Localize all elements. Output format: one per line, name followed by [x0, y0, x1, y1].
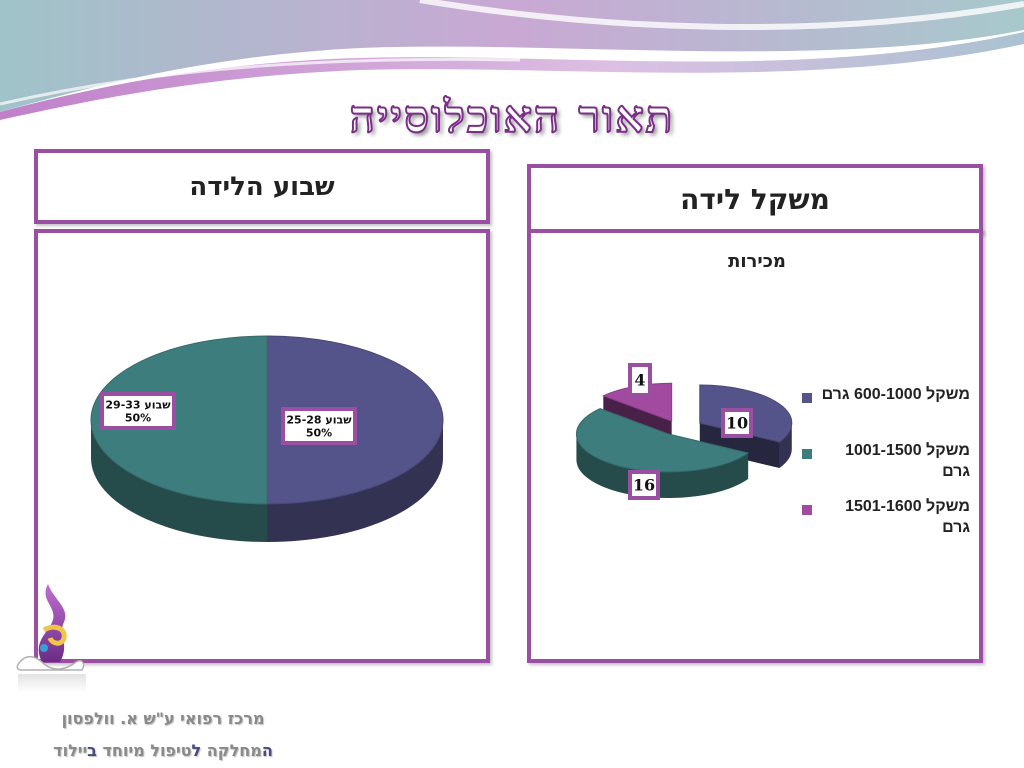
- legend-item: משקל 1501-1600 גרם: [802, 496, 982, 552]
- legend-item: משקל 1001-1500 גרם: [802, 440, 982, 496]
- pie-slice-side: [91, 420, 267, 542]
- pie-slice: [575, 408, 750, 473]
- data-label-box: [100, 392, 176, 430]
- legend-swatch: [802, 393, 812, 403]
- data-label-text: 50%: [306, 426, 332, 439]
- pie-data-label: 16: [628, 470, 660, 500]
- birth-weight-pie-chart: מכירות 10 16 4: [575, 251, 793, 500]
- footer-word: טיפול מיוחד: [96, 741, 192, 760]
- right-panel-header-text: משקל לידה: [680, 182, 830, 216]
- header-swoosh-decoration: [0, 0, 1024, 120]
- slide-title: תאור האוכלוסייה: [349, 91, 675, 144]
- footer-letter: ב: [87, 741, 97, 760]
- data-label-box: [628, 363, 652, 397]
- left-panel-header-text: שבוע הלידה: [189, 171, 335, 202]
- footer-line-1: מרכז רפואי ע"ש א. וולפסון: [61, 709, 265, 728]
- footer-word: יילוד: [53, 741, 88, 760]
- legend-swatch: [802, 449, 812, 459]
- data-label-text: שבוע 29-33: [105, 398, 171, 411]
- pie-slice: [90, 335, 268, 505]
- footer-letter: ה: [261, 741, 273, 760]
- data-label-text: 50%: [125, 411, 151, 424]
- legend-item: משקל 600-1000 גרם: [802, 384, 982, 440]
- pie-data-label: 4: [628, 363, 652, 397]
- pie-slice-side: [699, 423, 780, 469]
- chart-title: מכירות: [728, 251, 786, 272]
- data-label-box: [721, 408, 753, 438]
- pie-slice-side: [779, 423, 792, 469]
- pie-slice-side: [576, 434, 749, 499]
- footer-line-2: המחלקה לטיפול מיוחד ביילוד: [28, 741, 298, 760]
- left-panel-chart-area: שבוע 25-28 50% שבוע 29-33 50%: [34, 229, 490, 663]
- footer-letter: ל: [191, 741, 202, 760]
- right-panel-header: משקל לידה: [527, 164, 983, 234]
- legend-swatch: [802, 505, 812, 515]
- data-label-box: [281, 407, 357, 445]
- pie-data-label: 10: [721, 408, 753, 438]
- left-panel-header: שבוע הלידה: [34, 149, 490, 224]
- legend-label: משקל 1001-1500 גרם: [845, 442, 970, 480]
- pie-slice-side: [267, 420, 443, 542]
- data-label-text: 16: [633, 476, 655, 495]
- data-label-text: 10: [726, 414, 748, 433]
- legend-label: משקל 600-1000 גרם: [821, 386, 970, 403]
- data-label-box: [628, 470, 660, 500]
- legend-label: משקל 1501-1600 גרם: [845, 498, 970, 536]
- data-label-text: שבוע 25-28: [286, 413, 352, 426]
- chart-legend: משקל 600-1000 גרם משקל 1001-1500 גרם משק…: [802, 384, 982, 552]
- data-label-text: 4: [634, 371, 645, 390]
- footer-word: מחלקה: [201, 741, 262, 760]
- department-logo-icon: [16, 584, 86, 692]
- right-panel-chart-area: מכירות 10 16 4: [527, 229, 983, 663]
